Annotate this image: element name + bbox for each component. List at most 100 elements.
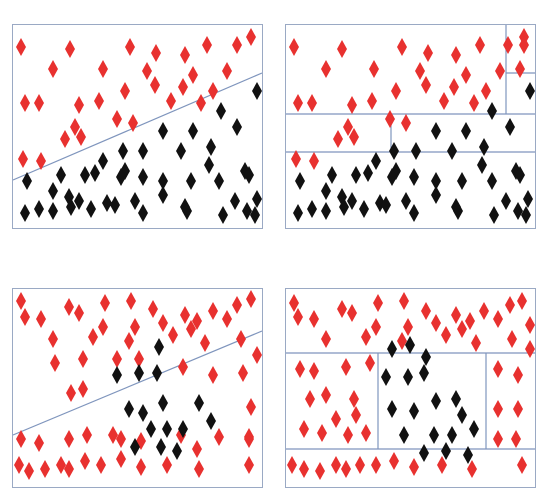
red-diamond-point bbox=[180, 46, 190, 64]
black-diamond-point bbox=[421, 348, 431, 366]
red-diamond-point bbox=[331, 410, 341, 428]
black-diamond-point bbox=[86, 200, 96, 218]
red-diamond-point bbox=[371, 318, 381, 336]
linear-boundary bbox=[13, 72, 262, 181]
black-diamond-point bbox=[513, 202, 523, 220]
red-diamond-point bbox=[385, 110, 395, 128]
black-diamond-point bbox=[56, 166, 66, 184]
red-diamond-point bbox=[349, 390, 359, 408]
red-diamond-point bbox=[315, 462, 325, 480]
black-diamond-point bbox=[359, 200, 369, 218]
red-diamond-point bbox=[351, 406, 361, 424]
black-diamond-point bbox=[110, 196, 120, 214]
red-diamond-point bbox=[421, 302, 431, 320]
red-diamond-point bbox=[337, 40, 347, 58]
red-diamond-point bbox=[252, 346, 262, 364]
red-diamond-point bbox=[34, 434, 44, 452]
black-diamond-point bbox=[48, 202, 58, 220]
black-diamond-point bbox=[381, 368, 391, 386]
red-diamond-point bbox=[349, 128, 359, 146]
red-diamond-point bbox=[365, 354, 375, 372]
red-diamond-point bbox=[305, 390, 315, 408]
points-group bbox=[287, 292, 535, 480]
red-diamond-point bbox=[178, 358, 188, 376]
red-diamond-point bbox=[112, 110, 122, 128]
red-diamond-point bbox=[503, 36, 513, 54]
red-diamond-point bbox=[178, 78, 188, 96]
red-diamond-point bbox=[244, 430, 254, 448]
red-diamond-point bbox=[116, 430, 126, 448]
red-diamond-point bbox=[232, 296, 242, 314]
black-diamond-point bbox=[521, 206, 531, 224]
black-diamond-point bbox=[347, 192, 357, 210]
black-diamond-point bbox=[463, 446, 473, 464]
black-diamond-point bbox=[158, 172, 168, 190]
black-diamond-point bbox=[90, 164, 100, 182]
red-diamond-point bbox=[65, 40, 75, 58]
red-diamond-point bbox=[513, 366, 523, 384]
red-diamond-point bbox=[238, 364, 248, 382]
panel-axis-aligned-box bbox=[285, 288, 536, 488]
red-diamond-point bbox=[98, 60, 108, 78]
black-diamond-point bbox=[230, 192, 240, 210]
black-diamond-point bbox=[307, 200, 317, 218]
red-diamond-point bbox=[130, 318, 140, 336]
red-diamond-point bbox=[24, 462, 34, 480]
black-diamond-point bbox=[431, 172, 441, 190]
red-diamond-point bbox=[36, 310, 46, 328]
red-diamond-point bbox=[471, 334, 481, 352]
red-diamond-point bbox=[439, 92, 449, 110]
red-diamond-point bbox=[525, 316, 535, 334]
red-diamond-point bbox=[423, 44, 433, 62]
black-diamond-point bbox=[154, 338, 164, 356]
black-diamond-point bbox=[523, 190, 533, 208]
red-diamond-point bbox=[493, 310, 503, 328]
red-diamond-point bbox=[208, 366, 218, 384]
red-diamond-point bbox=[126, 292, 136, 310]
black-diamond-point bbox=[295, 172, 305, 190]
red-diamond-point bbox=[208, 82, 218, 100]
black-diamond-point bbox=[469, 420, 479, 438]
black-diamond-point bbox=[411, 142, 421, 160]
red-diamond-point bbox=[469, 94, 479, 112]
red-diamond-point bbox=[162, 456, 172, 474]
red-diamond-point bbox=[108, 426, 118, 444]
red-diamond-point bbox=[96, 456, 106, 474]
red-diamond-point bbox=[361, 424, 371, 442]
red-diamond-point bbox=[291, 150, 301, 168]
red-diamond-point bbox=[437, 456, 447, 474]
red-diamond-point bbox=[18, 150, 28, 168]
points-group bbox=[14, 290, 262, 480]
red-diamond-point bbox=[431, 314, 441, 332]
black-diamond-point bbox=[124, 400, 134, 418]
black-diamond-point bbox=[20, 204, 30, 222]
black-diamond-point bbox=[399, 426, 409, 444]
black-diamond-point bbox=[501, 192, 511, 210]
red-diamond-point bbox=[355, 456, 365, 474]
red-diamond-point bbox=[493, 400, 503, 418]
red-diamond-point bbox=[78, 350, 88, 368]
black-diamond-point bbox=[401, 192, 411, 210]
red-diamond-point bbox=[16, 38, 26, 56]
points-group bbox=[289, 28, 535, 224]
red-diamond-point bbox=[100, 294, 110, 312]
black-diamond-point bbox=[162, 420, 172, 438]
red-diamond-point bbox=[168, 326, 178, 344]
black-diamond-point bbox=[204, 156, 214, 174]
red-diamond-point bbox=[158, 314, 168, 332]
red-diamond-point bbox=[88, 328, 98, 346]
black-diamond-point bbox=[409, 168, 419, 186]
red-diamond-point bbox=[451, 46, 461, 64]
red-diamond-point bbox=[34, 94, 44, 112]
black-diamond-point bbox=[182, 202, 192, 220]
red-diamond-point bbox=[321, 386, 331, 404]
axis-aligned-boundary bbox=[286, 25, 535, 153]
red-diamond-point bbox=[80, 452, 90, 470]
red-diamond-point bbox=[76, 128, 86, 146]
red-diamond-point bbox=[525, 340, 535, 358]
black-diamond-point bbox=[172, 442, 182, 460]
red-diamond-point bbox=[232, 36, 242, 54]
red-diamond-point bbox=[299, 460, 309, 478]
red-diamond-point bbox=[124, 332, 134, 350]
black-diamond-point bbox=[138, 168, 148, 186]
